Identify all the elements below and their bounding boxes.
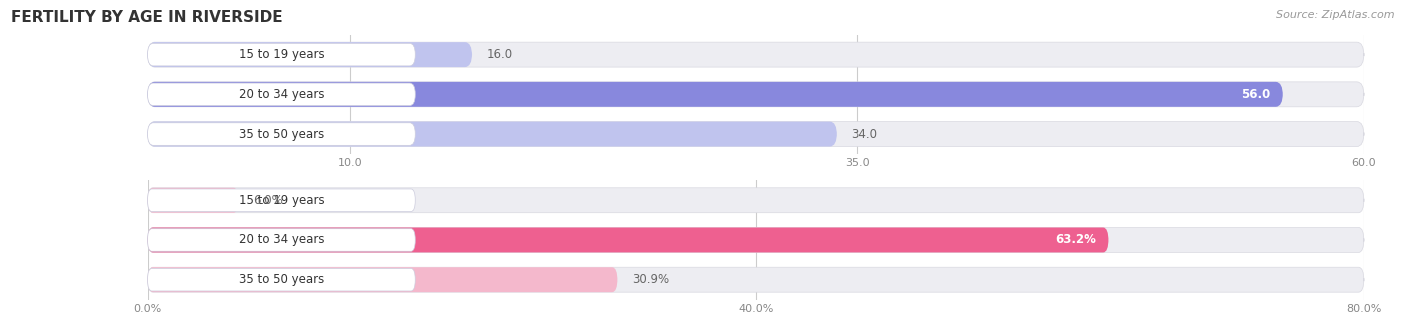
Text: 15 to 19 years: 15 to 19 years [239,48,325,61]
Text: FERTILITY BY AGE IN RIVERSIDE: FERTILITY BY AGE IN RIVERSIDE [11,10,283,25]
FancyBboxPatch shape [148,82,1364,107]
FancyBboxPatch shape [148,227,1108,253]
FancyBboxPatch shape [148,229,415,251]
FancyBboxPatch shape [148,188,1364,213]
Text: 34.0: 34.0 [852,127,877,141]
Text: 63.2%: 63.2% [1056,233,1097,247]
FancyBboxPatch shape [148,83,415,106]
FancyBboxPatch shape [148,82,1282,107]
FancyBboxPatch shape [148,188,239,213]
FancyBboxPatch shape [148,43,415,66]
FancyBboxPatch shape [148,268,415,291]
Text: 20 to 34 years: 20 to 34 years [239,233,325,247]
FancyBboxPatch shape [148,267,1364,292]
Text: 35 to 50 years: 35 to 50 years [239,127,323,141]
Text: Source: ZipAtlas.com: Source: ZipAtlas.com [1277,10,1395,20]
FancyBboxPatch shape [148,123,415,145]
FancyBboxPatch shape [148,121,1364,147]
Text: 30.9%: 30.9% [631,273,669,286]
Text: 20 to 34 years: 20 to 34 years [239,88,325,101]
FancyBboxPatch shape [148,42,1364,67]
Text: 15 to 19 years: 15 to 19 years [239,194,325,207]
Text: 35 to 50 years: 35 to 50 years [239,273,323,286]
FancyBboxPatch shape [148,267,617,292]
FancyBboxPatch shape [148,121,837,147]
Text: 16.0: 16.0 [486,48,513,61]
Text: 6.0%: 6.0% [253,194,283,207]
Text: 56.0: 56.0 [1241,88,1271,101]
FancyBboxPatch shape [148,42,472,67]
FancyBboxPatch shape [148,189,415,212]
FancyBboxPatch shape [148,227,1364,253]
